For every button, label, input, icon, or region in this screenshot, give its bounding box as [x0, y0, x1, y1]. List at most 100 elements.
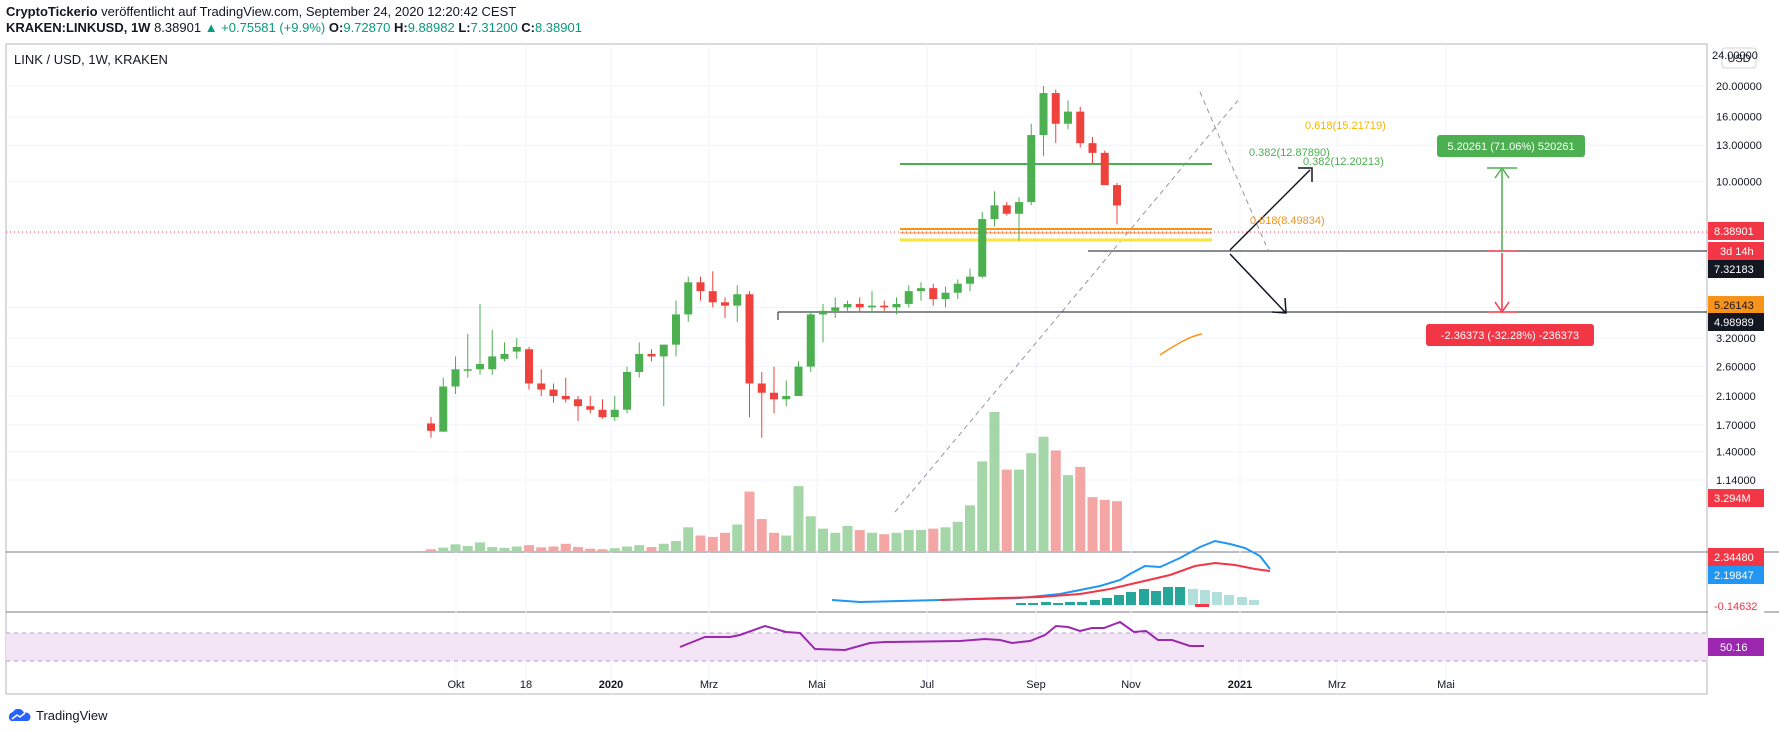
- candle-44[interactable]: [966, 276, 974, 284]
- candle-0[interactable]: [427, 423, 435, 431]
- candle-46[interactable]: [990, 205, 999, 220]
- candle-49[interactable]: [1027, 135, 1036, 203]
- volume-badge: [1708, 489, 1764, 507]
- footer-brand[interactable]: TradingView: [36, 708, 108, 723]
- candle-2[interactable]: [451, 369, 460, 387]
- publisher-name[interactable]: CryptoTickerio: [6, 4, 98, 19]
- candle-48[interactable]: [1015, 202, 1023, 214]
- trendline-dashed-down[interactable]: [1199, 91, 1269, 251]
- candle-11[interactable]: [561, 395, 570, 400]
- macd-hist-16: [1212, 592, 1222, 605]
- candle-27[interactable]: [757, 383, 766, 393]
- rsi-badge-text: 50.16: [1720, 642, 1748, 654]
- candle-30[interactable]: [794, 366, 803, 396]
- currency-button-frame[interactable]: [1721, 47, 1757, 69]
- volume-bar-40: [916, 530, 926, 552]
- x-tick-3: Mrz: [700, 679, 718, 691]
- candle-9[interactable]: [537, 383, 546, 390]
- macd-hist-0: [1016, 603, 1026, 605]
- candle-8[interactable]: [525, 349, 533, 384]
- candle-55[interactable]: [1100, 152, 1109, 186]
- candle-35[interactable]: [855, 303, 864, 308]
- candle-22[interactable]: [696, 282, 705, 292]
- open-label: O:: [328, 20, 344, 35]
- candle-42[interactable]: [941, 292, 950, 300]
- candle-36[interactable]: [868, 305, 876, 308]
- candle-24[interactable]: [721, 302, 729, 306]
- candle-19[interactable]: [659, 344, 668, 357]
- volume-bar-52: [1063, 475, 1073, 552]
- countdown-badge: [1708, 242, 1764, 260]
- candle-23[interactable]: [708, 291, 717, 303]
- candle-25[interactable]: [733, 294, 742, 306]
- volume-bar-46: [989, 412, 1000, 552]
- price-axis[interactable]: 24.00000 20.00000 16.00000 13.00000 10.00000…: [1712, 50, 1762, 487]
- candle-32[interactable]: [819, 310, 827, 315]
- candle-47[interactable]: [1002, 205, 1011, 214]
- target-up-box: [1437, 135, 1585, 157]
- level-badge-text-0: 8.38901: [1714, 226, 1754, 238]
- candle-31[interactable]: [806, 314, 815, 367]
- candle-7[interactable]: [512, 346, 521, 352]
- time-axis[interactable]: Okt 18 2020 Mrz Mai Jul Sep Nov 2021 Mrz Mai: [447, 679, 1454, 691]
- volume-bar-16: [622, 546, 632, 552]
- low-label: L:: [458, 20, 471, 35]
- volume-bar-55: [1099, 499, 1110, 552]
- candle-38[interactable]: [892, 303, 901, 308]
- candle-20[interactable]: [672, 314, 680, 345]
- y-tick-8: 1.70000: [1716, 420, 1756, 432]
- candle-15[interactable]: [610, 409, 619, 418]
- candle-4[interactable]: [476, 363, 484, 370]
- candle-12[interactable]: [574, 399, 582, 407]
- candle-39[interactable]: [904, 291, 913, 304]
- candle-6[interactable]: [500, 353, 509, 359]
- candle-5[interactable]: [488, 356, 497, 370]
- candle-53[interactable]: [1076, 111, 1085, 144]
- macd-badge-1: [1708, 566, 1764, 584]
- candle-37[interactable]: [880, 305, 889, 308]
- macd-hist-neg: [1195, 604, 1209, 607]
- volume-bar-3: [462, 545, 473, 552]
- y-tick-1: 16.00000: [1716, 112, 1762, 124]
- candle-43[interactable]: [953, 283, 962, 293]
- candle-45[interactable]: [978, 219, 987, 277]
- candle-28[interactable]: [770, 392, 778, 400]
- candle-14[interactable]: [598, 409, 607, 418]
- trendline-dashed-up[interactable]: [894, 97, 1241, 513]
- fib-label-2: 0.382(12.20213): [1303, 156, 1384, 168]
- candle-40[interactable]: [917, 288, 925, 292]
- candle-16[interactable]: [623, 371, 631, 410]
- candle-13[interactable]: [586, 406, 595, 410]
- macd-hist-1: [1028, 603, 1038, 605]
- volume-bar-12: [573, 547, 583, 552]
- candle-51[interactable]: [1051, 93, 1060, 124]
- candles: [427, 86, 1121, 438]
- x-tick-9: Mrz: [1328, 679, 1346, 691]
- projection-arrow-up-head: [1298, 167, 1313, 182]
- projection-arrow-down[interactable]: [1229, 253, 1286, 313]
- tradingview-logo-icon[interactable]: [6, 708, 32, 723]
- candle-26[interactable]: [745, 294, 754, 384]
- low-value: 7.31200: [470, 20, 518, 35]
- candle-21[interactable]: [684, 282, 693, 315]
- candle-29[interactable]: [782, 395, 791, 400]
- candle-56[interactable]: [1113, 185, 1121, 206]
- candle-18[interactable]: [647, 353, 656, 357]
- macd-hist-17: [1224, 595, 1234, 605]
- candle-34[interactable]: [843, 303, 852, 308]
- candle-10[interactable]: [549, 389, 558, 396]
- currency-button[interactable]: USD: [1727, 53, 1750, 65]
- candle-3[interactable]: [463, 369, 472, 371]
- volume-bar-45: [977, 461, 988, 552]
- candle-33[interactable]: [831, 307, 840, 311]
- candle-17[interactable]: [635, 353, 644, 372]
- candle-54[interactable]: [1088, 143, 1097, 153]
- candle-41[interactable]: [929, 288, 938, 300]
- macd-hist-10: [1139, 589, 1149, 605]
- candle-50[interactable]: [1039, 93, 1048, 136]
- candle-52[interactable]: [1064, 111, 1072, 124]
- volume-bar-43: [952, 521, 963, 552]
- candle-1[interactable]: [439, 386, 448, 432]
- projection-arrow-up[interactable]: [1229, 169, 1311, 251]
